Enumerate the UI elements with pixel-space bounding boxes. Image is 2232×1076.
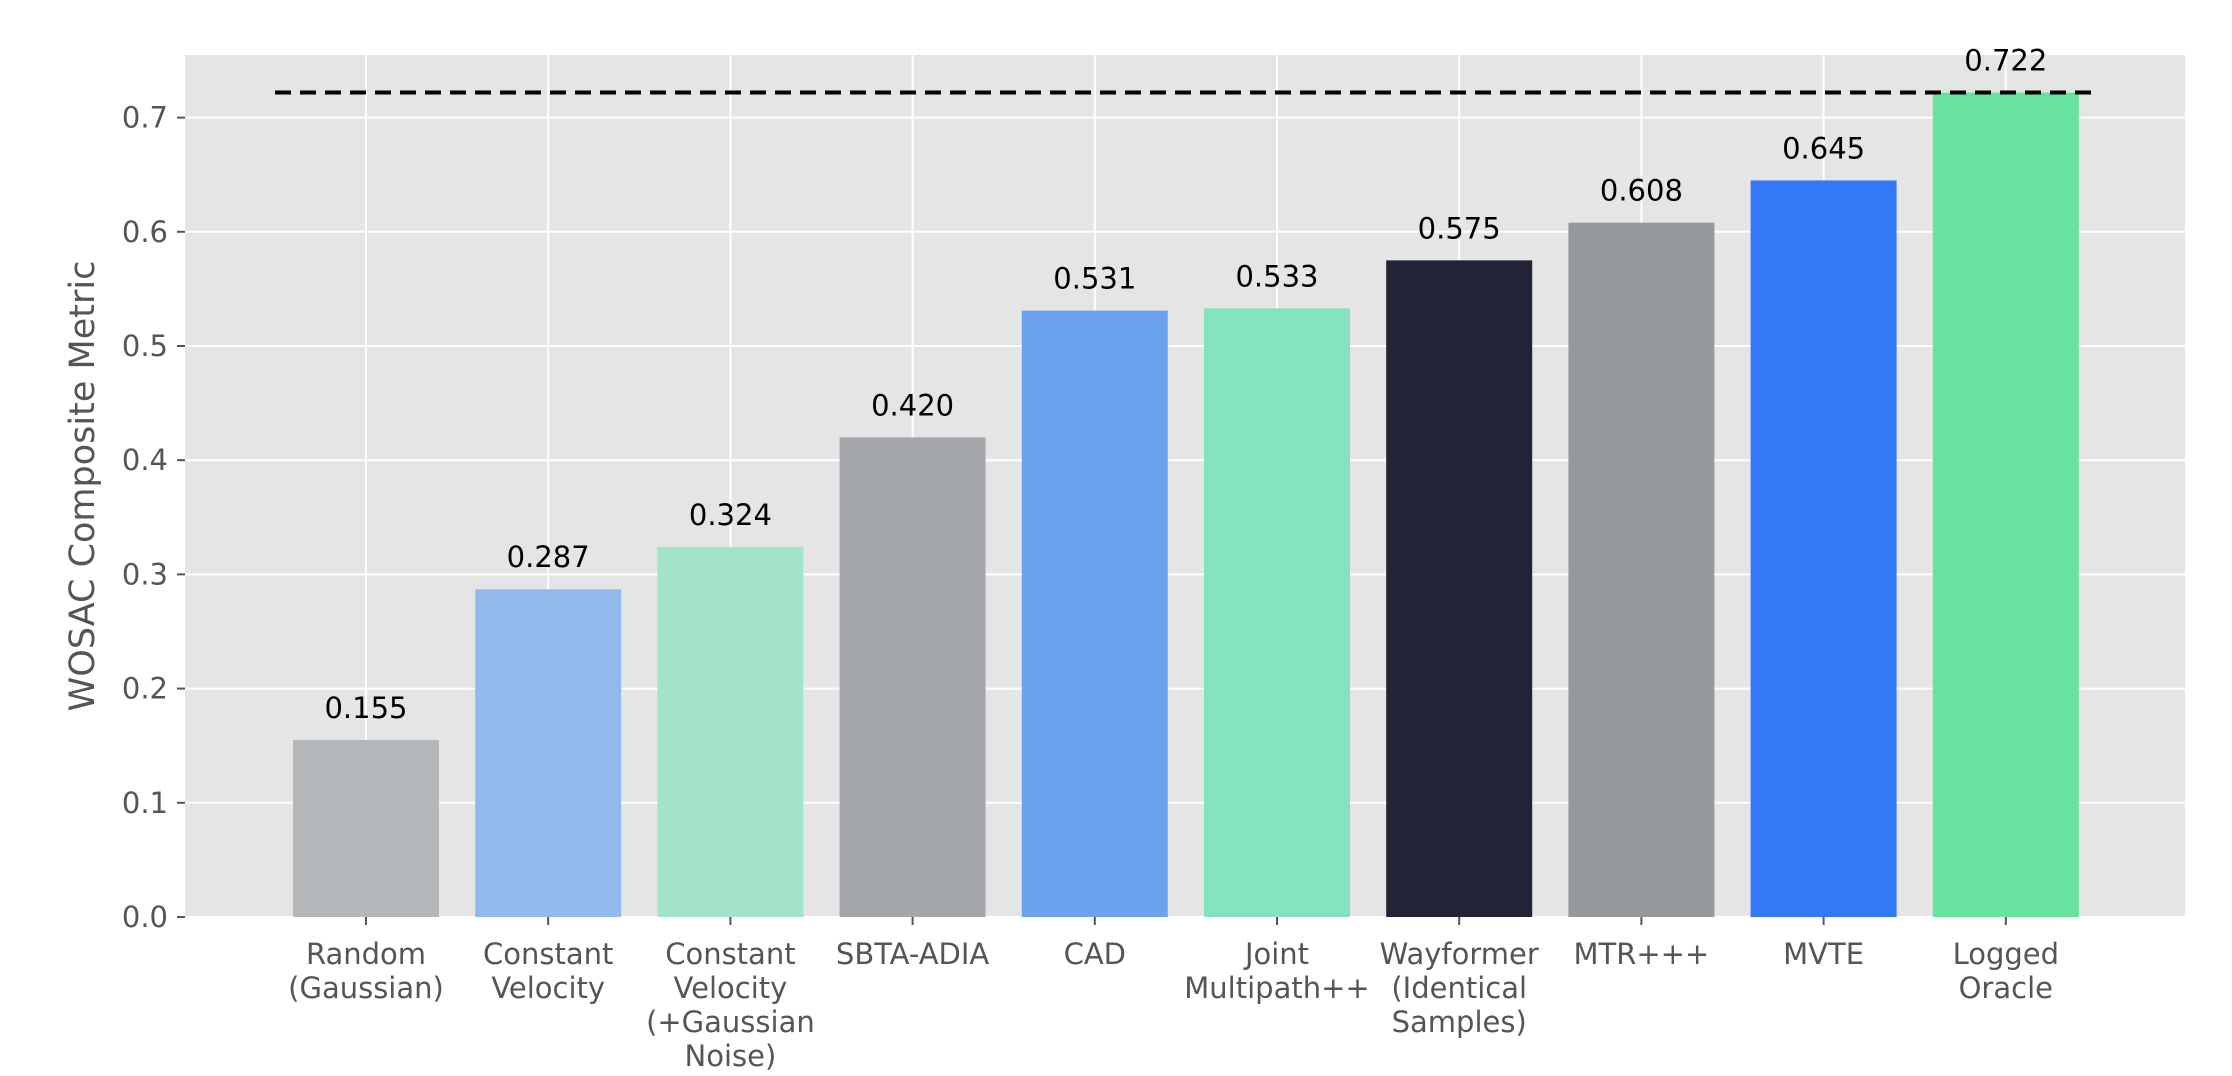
bar	[657, 546, 804, 917]
value-labels: 0.155 0.287 0.324 0.420 0.531 0.533 0.575 0.608…	[324, 43, 2047, 725]
x-tick-label: Wayformer (Identical Samples)	[1380, 937, 1539, 1039]
x-tick-label: Constant Velocity	[483, 937, 613, 1005]
y-axis-title: WOSAC Composite Metric	[63, 261, 103, 712]
bar	[839, 437, 986, 917]
y-tick-label: 0.0	[122, 900, 168, 934]
y-tick-label: 0.4	[122, 443, 168, 477]
bar	[1204, 308, 1350, 918]
y-tick-label: 0.5	[122, 329, 168, 363]
y-tick-label: 0.7	[122, 101, 168, 135]
bar	[1021, 310, 1168, 917]
x-tick-label: SBTA-ADIA	[836, 937, 990, 971]
value-label: 0.420	[871, 388, 954, 422]
x-tick-label: MTR+++	[1574, 937, 1710, 971]
value-label: 0.324	[689, 498, 772, 532]
y-tick-label: 0.3	[122, 557, 168, 591]
y-tick-label: 0.6	[122, 215, 168, 249]
bar	[293, 739, 439, 917]
bar	[1750, 180, 1897, 917]
value-label: 0.155	[324, 691, 407, 725]
value-label: 0.533	[1235, 259, 1318, 293]
bars	[293, 92, 2079, 918]
value-label: 0.608	[1600, 174, 1683, 208]
value-label: 0.722	[1964, 43, 2047, 77]
bar	[1568, 222, 1715, 917]
x-axis-ticks: Random (Gaussian) Constant Velocity Constant…	[288, 917, 2059, 1073]
x-tick-label: Random (Gaussian)	[288, 937, 444, 1005]
value-label: 0.287	[507, 540, 590, 574]
x-tick-label: MVTE	[1783, 937, 1864, 971]
bar	[475, 589, 622, 917]
value-label: 0.575	[1418, 211, 1501, 245]
x-tick-label: Constant Velocity (+Gaussian Noise)	[646, 937, 815, 1073]
bar	[1932, 92, 2079, 917]
y-tick-label: 0.2	[122, 672, 168, 706]
y-axis-ticks: 0.0 0.1 0.2 0.3 0.4 0.5 0.6 0.7	[122, 101, 185, 934]
value-label: 0.645	[1782, 131, 1865, 165]
bar	[1386, 260, 1533, 918]
value-label: 0.531	[1053, 262, 1136, 296]
x-tick-label: Joint Multipath++	[1184, 937, 1369, 1005]
x-tick-label: CAD	[1064, 937, 1126, 971]
x-tick-label: Logged Oracle	[1953, 937, 2059, 1005]
y-tick-label: 0.1	[122, 786, 168, 820]
